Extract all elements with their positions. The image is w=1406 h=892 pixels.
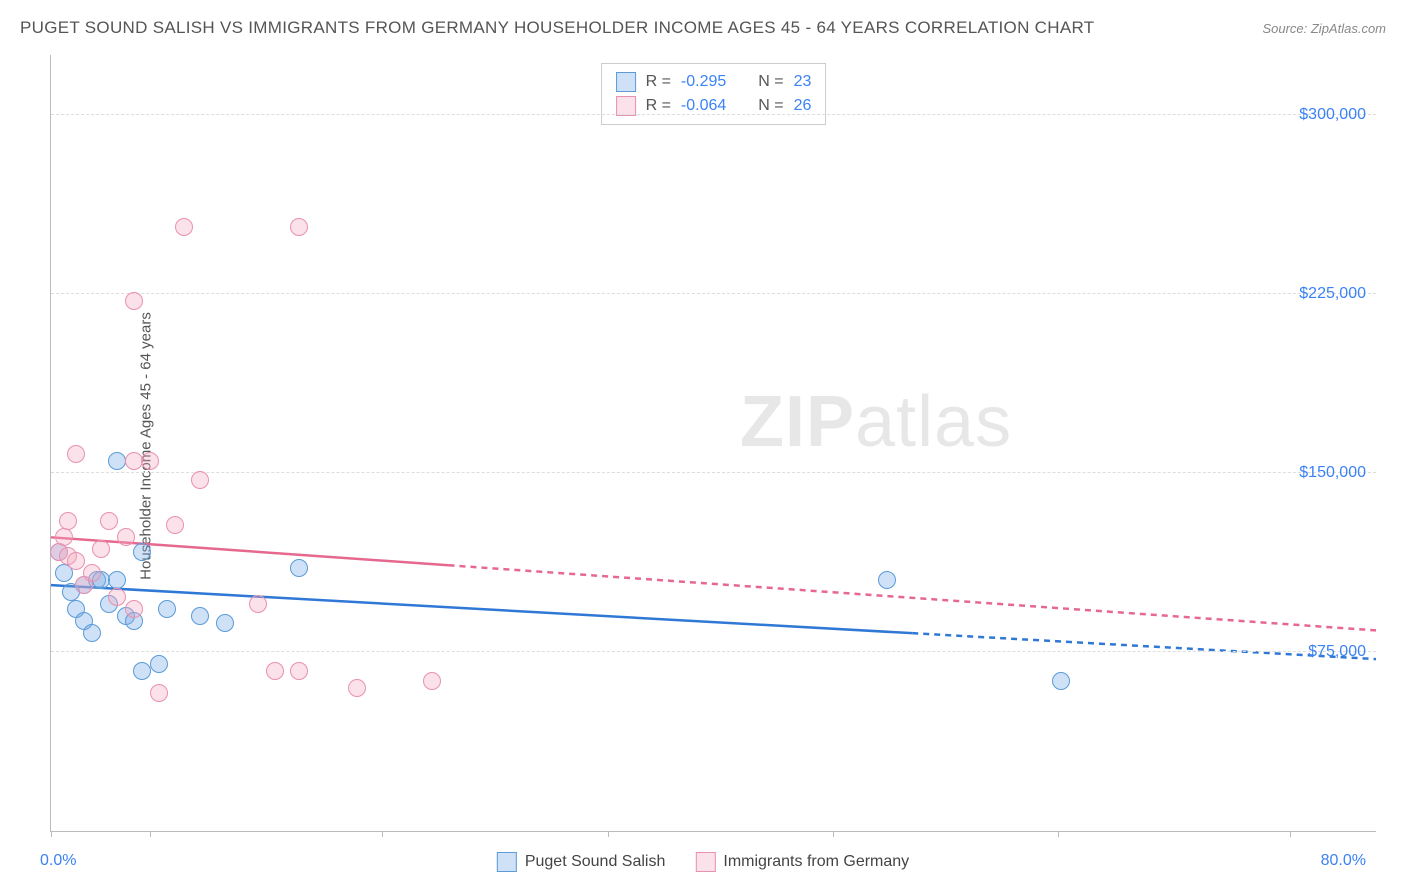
trend-line [51,585,912,633]
data-point [83,564,101,582]
data-point [108,452,126,470]
data-point [67,445,85,463]
data-point [191,471,209,489]
plot-area: ZIPatlas R =-0.295N =23R =-0.064N =26 $7… [50,55,1376,832]
series-name: Puget Sound Salish [525,853,666,871]
r-value: -0.064 [681,97,726,115]
x-axis-max-label: 80.0% [1321,852,1366,870]
data-point [290,662,308,680]
data-point [150,655,168,673]
data-point [59,512,77,530]
trend-line [912,633,1376,659]
data-point [290,559,308,577]
n-value: 23 [794,73,812,91]
y-tick-label: $150,000 [1299,464,1366,482]
trend-lines-layer [51,55,1376,831]
gridline [51,293,1376,294]
n-value: 26 [794,97,812,115]
data-point [117,528,135,546]
data-point [125,600,143,618]
source-attribution: Source: ZipAtlas.com [1262,21,1386,36]
y-tick-label: $300,000 [1299,106,1366,124]
data-point [150,684,168,702]
data-point [108,571,126,589]
chart-title: PUGET SOUND SALISH VS IMMIGRANTS FROM GE… [20,18,1094,38]
legend-swatch [695,852,715,872]
legend-swatch [616,72,636,92]
x-tick [382,831,383,837]
data-point [158,600,176,618]
data-point [133,662,151,680]
x-tick [1290,831,1291,837]
data-point [125,452,143,470]
data-point [67,552,85,570]
data-point [290,218,308,236]
data-point [166,516,184,534]
y-tick-label: $75,000 [1308,643,1366,661]
data-point [191,607,209,625]
title-bar: PUGET SOUND SALISH VS IMMIGRANTS FROM GE… [20,18,1386,38]
series-name: Immigrants from Germany [723,853,909,871]
data-point [125,292,143,310]
x-tick [51,831,52,837]
r-value: -0.295 [681,73,726,91]
data-point [92,540,110,558]
n-label: N = [758,73,783,91]
data-point [249,595,267,613]
data-point [423,672,441,690]
y-tick-label: $225,000 [1299,285,1366,303]
data-point [55,528,73,546]
data-point [266,662,284,680]
data-point [100,512,118,530]
series-legend-item: Puget Sound Salish [497,852,666,872]
data-point [133,543,151,561]
data-point [878,571,896,589]
trend-line [51,537,449,565]
correlation-legend-row: R = -0.295 N = 23 [616,70,812,94]
x-tick [150,831,151,837]
gridline [51,472,1376,473]
r-label: R = [646,97,671,115]
data-point [83,624,101,642]
data-point [141,452,159,470]
gridline [51,651,1376,652]
data-point [216,614,234,632]
series-legend-item: Immigrants from Germany [695,852,909,872]
x-tick [833,831,834,837]
x-axis-min-label: 0.0% [40,852,76,870]
data-point [108,588,126,606]
legend-swatch [497,852,517,872]
correlation-legend: R = -0.295 N = 23 R = -0.064 N = 26 [601,63,827,125]
trend-line [449,565,1377,630]
data-point [175,218,193,236]
data-point [348,679,366,697]
x-tick [608,831,609,837]
data-point [1052,672,1070,690]
gridline [51,114,1376,115]
n-label: N = [758,97,783,115]
r-label: R = [646,73,671,91]
x-tick [1058,831,1059,837]
series-legend: Puget Sound Salish Immigrants from German… [497,852,909,872]
